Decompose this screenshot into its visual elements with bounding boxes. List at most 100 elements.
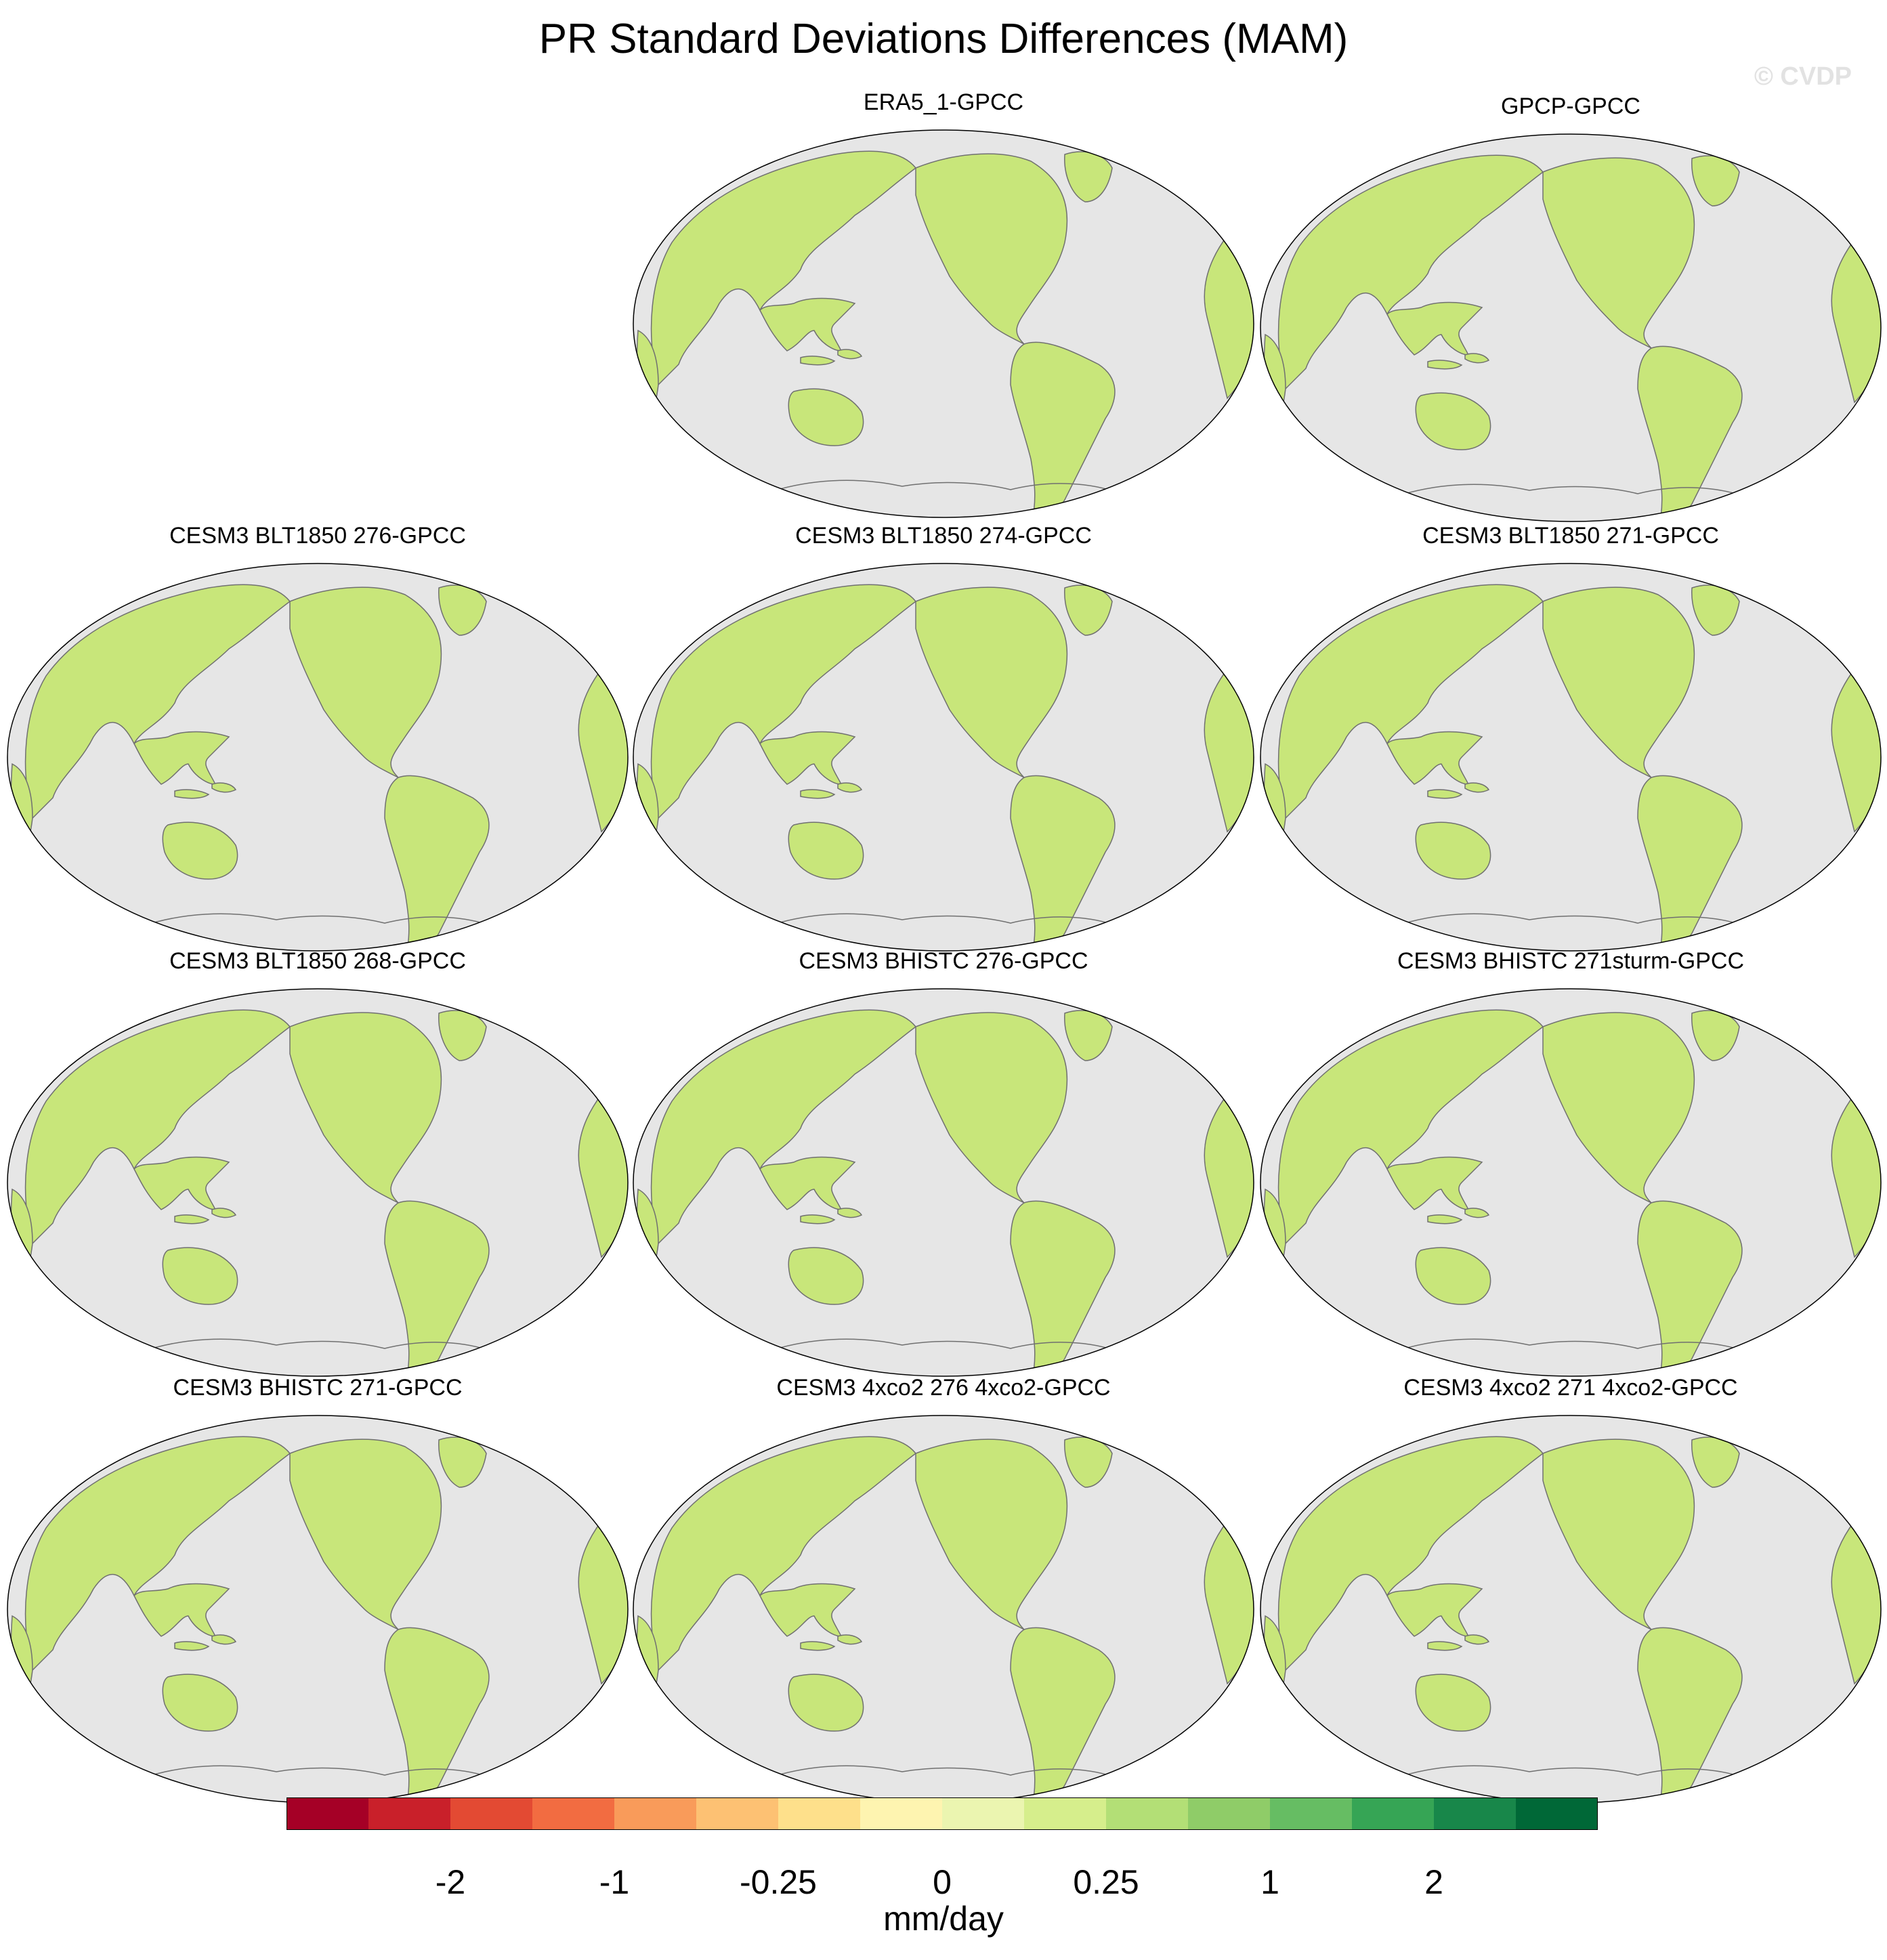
colorbar-swatch bbox=[1434, 1797, 1517, 1830]
colorbar-swatch bbox=[1024, 1797, 1107, 1830]
world-map bbox=[7, 1415, 629, 1804]
land-north-america bbox=[1542, 587, 1695, 778]
land-eurasia bbox=[650, 584, 917, 819]
land-indonesia bbox=[1427, 353, 1490, 370]
colorbar-units: mm/day bbox=[883, 1900, 1004, 1938]
colorbar-swatch bbox=[287, 1797, 369, 1830]
antarctica-coastline bbox=[1393, 1338, 1747, 1352]
land-eurasia bbox=[1277, 1009, 1544, 1245]
land-eurasia bbox=[24, 1009, 291, 1245]
land-southeast-asia bbox=[1386, 731, 1483, 785]
panel-title: CESM3 BHISTC 271-GPCC bbox=[173, 1375, 463, 1401]
colorbar-swatch bbox=[614, 1797, 697, 1830]
land-australia bbox=[788, 1674, 864, 1732]
world-map bbox=[7, 563, 629, 952]
panel-title: CESM3 BHISTC 276-GPCC bbox=[799, 948, 1088, 974]
land-eurasia bbox=[1277, 584, 1544, 819]
map-border bbox=[633, 988, 1254, 1377]
map-panel-bhistc-276: CESM3 BHISTC 276-GPCC bbox=[631, 948, 1256, 1379]
land-north-america bbox=[289, 1439, 442, 1630]
antarctica-coastline bbox=[766, 1338, 1120, 1352]
land-southeast-asia bbox=[1386, 1156, 1483, 1210]
map-border bbox=[633, 563, 1254, 952]
land-southeast-asia bbox=[759, 1583, 856, 1637]
land-indonesia bbox=[800, 1208, 863, 1224]
colorbar-swatch bbox=[860, 1797, 943, 1830]
land-australia bbox=[788, 1247, 864, 1305]
map-panel-blt1850-268: CESM3 BLT1850 268-GPCC bbox=[5, 948, 630, 1379]
land-eurasia bbox=[650, 1009, 917, 1245]
land-australia bbox=[162, 822, 238, 880]
colorbar-border bbox=[287, 1797, 1598, 1830]
land-australia bbox=[1415, 822, 1491, 880]
land-indonesia bbox=[174, 1634, 237, 1651]
colorbar-swatch bbox=[450, 1797, 533, 1830]
land-north-america bbox=[915, 1439, 1068, 1630]
colorbar-swatch bbox=[942, 1797, 1025, 1830]
map-panel-bhistc-271: CESM3 BHISTC 271-GPCC bbox=[5, 1375, 630, 1806]
land-indonesia bbox=[800, 349, 863, 366]
map-panel-4xco2-276: CESM3 4xco2 276 4xco2-GPCC bbox=[631, 1375, 1256, 1806]
map-border bbox=[1260, 988, 1882, 1377]
world-map bbox=[633, 129, 1254, 518]
land-southeast-asia bbox=[133, 731, 230, 785]
land-indonesia bbox=[800, 1634, 863, 1651]
antarctica-coastline bbox=[140, 1338, 494, 1352]
land-australia bbox=[788, 822, 864, 880]
panel-title: CESM3 4xco2 271 4xco2-GPCC bbox=[1403, 1375, 1738, 1401]
land-southeast-asia bbox=[759, 297, 856, 351]
colorbar bbox=[287, 1797, 1598, 1830]
panel-title: CESM3 BLT1850 276-GPCC bbox=[169, 523, 466, 549]
land-southeast-asia bbox=[1386, 301, 1483, 356]
land-north-america bbox=[915, 1012, 1068, 1203]
land-eurasia bbox=[24, 584, 291, 819]
world-map bbox=[633, 1415, 1254, 1804]
colorbar-tick-label: 1 bbox=[1260, 1863, 1279, 1901]
colorbar-tick-label: -0.25 bbox=[740, 1863, 817, 1901]
land-australia bbox=[1415, 392, 1491, 450]
antarctica-coastline bbox=[766, 480, 1120, 494]
land-north-america bbox=[1542, 157, 1695, 349]
colorbar-swatch bbox=[696, 1797, 779, 1830]
land-indonesia bbox=[1427, 1634, 1490, 1651]
colorbar-swatch bbox=[1270, 1797, 1353, 1830]
colorbar-swatch bbox=[1188, 1797, 1271, 1830]
land-australia bbox=[162, 1674, 238, 1732]
land-indonesia bbox=[174, 1208, 237, 1224]
land-australia bbox=[1415, 1674, 1491, 1732]
land-eurasia bbox=[650, 150, 917, 386]
map-border bbox=[7, 563, 629, 952]
world-map bbox=[1260, 133, 1882, 522]
land-eurasia bbox=[650, 1436, 917, 1671]
land-australia bbox=[162, 1247, 238, 1305]
land-indonesia bbox=[1427, 1208, 1490, 1224]
colorbar-swatch bbox=[368, 1797, 451, 1830]
colorbar-swatch bbox=[1106, 1797, 1189, 1830]
watermark: © CVDP bbox=[1754, 62, 1852, 91]
antarctica-coastline bbox=[766, 1765, 1120, 1779]
panel-title: GPCP-GPCC bbox=[1501, 93, 1640, 119]
antarctica-coastline bbox=[1393, 484, 1747, 498]
panel-title: CESM3 BLT1850 274-GPCC bbox=[795, 523, 1092, 549]
land-australia bbox=[1415, 1247, 1491, 1305]
map-panel-blt1850-276: CESM3 BLT1850 276-GPCC bbox=[5, 523, 630, 954]
world-map bbox=[1260, 1415, 1882, 1804]
map-panel-4xco2-271: CESM3 4xco2 271 4xco2-GPCC bbox=[1258, 1375, 1883, 1806]
land-southeast-asia bbox=[759, 1156, 856, 1210]
land-north-america bbox=[915, 153, 1068, 345]
land-north-america bbox=[915, 587, 1068, 778]
land-southeast-asia bbox=[759, 731, 856, 785]
land-indonesia bbox=[800, 782, 863, 799]
panel-title: CESM3 BHISTC 271sturm-GPCC bbox=[1397, 948, 1744, 974]
antarctica-coastline bbox=[766, 913, 1120, 927]
world-map bbox=[7, 988, 629, 1377]
colorbar-tick-label: -1 bbox=[599, 1863, 630, 1901]
world-map bbox=[633, 563, 1254, 952]
panel-title: CESM3 BLT1850 271-GPCC bbox=[1422, 523, 1719, 549]
antarctica-coastline bbox=[1393, 1765, 1747, 1779]
figure-title: PR Standard Deviations Differences (MAM) bbox=[538, 16, 1349, 62]
antarctica-coastline bbox=[140, 913, 494, 927]
land-eurasia bbox=[1277, 1436, 1544, 1671]
land-southeast-asia bbox=[133, 1156, 230, 1210]
land-southeast-asia bbox=[133, 1583, 230, 1637]
